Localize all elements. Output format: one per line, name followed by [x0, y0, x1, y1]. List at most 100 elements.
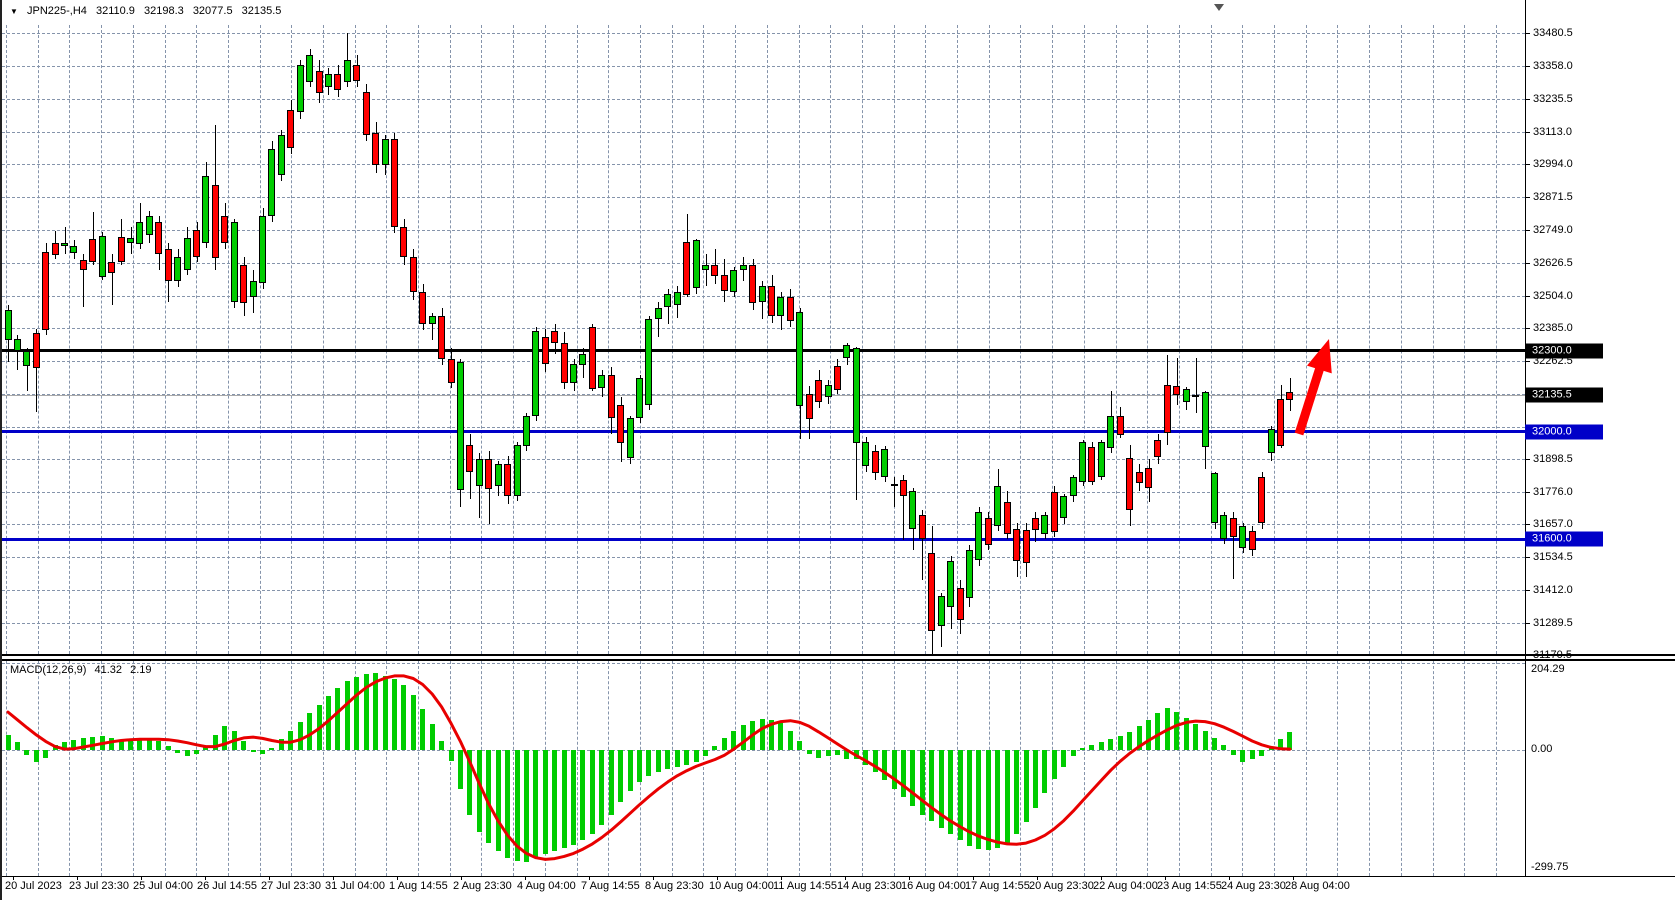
- candle: [1173, 386, 1180, 395]
- macd-histogram-bar: [156, 741, 161, 750]
- candle: [42, 252, 49, 330]
- time-axis-tick: [909, 876, 910, 880]
- time-axis[interactable]: [2, 876, 1675, 877]
- candle-wick: [27, 348, 28, 391]
- candle: [1070, 477, 1077, 496]
- panel-separator[interactable]: [2, 654, 1675, 661]
- candle-wick: [65, 227, 66, 254]
- macd-histogram-bar: [1005, 750, 1010, 843]
- horizontal-gridline: [2, 164, 1525, 165]
- vertical-gridline: [703, 25, 704, 654]
- time-axis-label: 14 Aug 23:30: [837, 880, 902, 892]
- macd-histogram-bar: [335, 688, 340, 750]
- time-axis-tick: [1101, 876, 1102, 880]
- vertical-gridline: [101, 25, 102, 654]
- candle: [136, 222, 143, 244]
- macd-histogram-bar: [128, 741, 133, 750]
- chart-shift-marker[interactable]: [1214, 4, 1224, 11]
- candle: [52, 243, 59, 255]
- horizontal-gridline: [2, 361, 1525, 362]
- candle: [1154, 440, 1161, 457]
- price-axis-label: 33235.5: [1533, 93, 1573, 105]
- macd-histogram-bar: [15, 742, 20, 750]
- time-axis-tick: [1229, 876, 1230, 880]
- macd-histogram-bar: [449, 750, 454, 761]
- macd-histogram-bar: [411, 695, 416, 750]
- candle: [14, 339, 21, 351]
- macd-histogram-bar: [778, 723, 783, 750]
- horizontal-gridline: [2, 66, 1525, 67]
- candle: [787, 297, 794, 321]
- time-axis-tick: [653, 876, 654, 880]
- candle: [429, 316, 436, 324]
- vertical-gridline: [1401, 25, 1402, 654]
- candle: [476, 459, 483, 486]
- macd-histogram-bar: [637, 750, 642, 782]
- price-axis-label: 33358.0: [1533, 60, 1573, 72]
- macd-histogram-bar: [222, 726, 227, 750]
- time-axis-label: 24 Aug 23:30: [1221, 880, 1286, 892]
- candle: [1117, 416, 1124, 435]
- vertical-gridline: [1496, 661, 1497, 876]
- horizontal-level-line[interactable]: [2, 430, 1525, 433]
- macd-histogram-bar: [269, 748, 274, 750]
- time-axis-label: 25 Jul 04:00: [133, 880, 193, 892]
- macd-histogram-bar: [967, 750, 972, 846]
- horizontal-gridline: [2, 132, 1525, 133]
- candle: [1032, 518, 1039, 530]
- candle: [306, 55, 313, 82]
- vertical-gridline: [1147, 25, 1148, 654]
- symbol-dropdown-icon[interactable]: ▼: [10, 7, 18, 16]
- horizontal-gridline: [2, 427, 1525, 428]
- macd-histogram-bar: [731, 731, 736, 750]
- candle: [221, 216, 228, 243]
- price-tag: 31600.0: [1525, 531, 1603, 547]
- candle: [1277, 399, 1284, 446]
- price-axis-label: 31776.0: [1533, 486, 1573, 498]
- vertical-gridline: [1433, 661, 1434, 876]
- macd-histogram-bar: [665, 750, 670, 769]
- macd-histogram-bar: [675, 750, 680, 767]
- horizontal-level-line[interactable]: [2, 538, 1525, 541]
- candle: [61, 243, 68, 246]
- vertical-gridline: [830, 25, 831, 654]
- vertical-gridline: [957, 25, 958, 654]
- price-axis-tick: [1525, 230, 1530, 231]
- macd-histogram-bar: [948, 750, 953, 834]
- candle: [118, 237, 125, 262]
- macd-histogram-bar: [646, 750, 651, 776]
- horizontal-gridline: [2, 459, 1525, 460]
- macd-histogram-bar: [373, 673, 378, 750]
- vertical-gridline: [1084, 25, 1085, 654]
- price-axis-tick: [1525, 524, 1530, 525]
- horizontal-level-line[interactable]: [2, 395, 1525, 396]
- candle: [1164, 385, 1171, 433]
- macd-histogram-bar: [892, 750, 897, 789]
- candle: [740, 265, 747, 270]
- macd-histogram-bar: [90, 737, 95, 750]
- macd-histogram-bar: [1137, 726, 1142, 750]
- macd-histogram-bar: [232, 731, 237, 750]
- price-axis-label: 31898.5: [1533, 453, 1573, 465]
- macd-histogram-bar: [807, 750, 812, 754]
- macd-histogram-bar: [477, 750, 482, 832]
- horizontal-gridline: [2, 492, 1525, 493]
- macd-histogram-bar: [1259, 750, 1264, 756]
- candle: [702, 265, 709, 270]
- candle: [514, 445, 521, 496]
- candle: [438, 316, 445, 359]
- vertical-gridline: [260, 25, 261, 654]
- candle: [711, 265, 718, 276]
- candle: [928, 553, 935, 631]
- candle: [372, 133, 379, 165]
- candle: [985, 518, 992, 545]
- time-axis-tick: [461, 876, 462, 880]
- candle: [843, 345, 850, 358]
- macd-histogram-bar: [298, 722, 303, 750]
- candle: [1183, 389, 1190, 402]
- price-axis-tick: [1525, 459, 1530, 460]
- macd-histogram-bar: [1174, 712, 1179, 750]
- candle: [872, 451, 879, 473]
- horizontal-level-line[interactable]: [2, 349, 1525, 352]
- vertical-gridline: [925, 25, 926, 654]
